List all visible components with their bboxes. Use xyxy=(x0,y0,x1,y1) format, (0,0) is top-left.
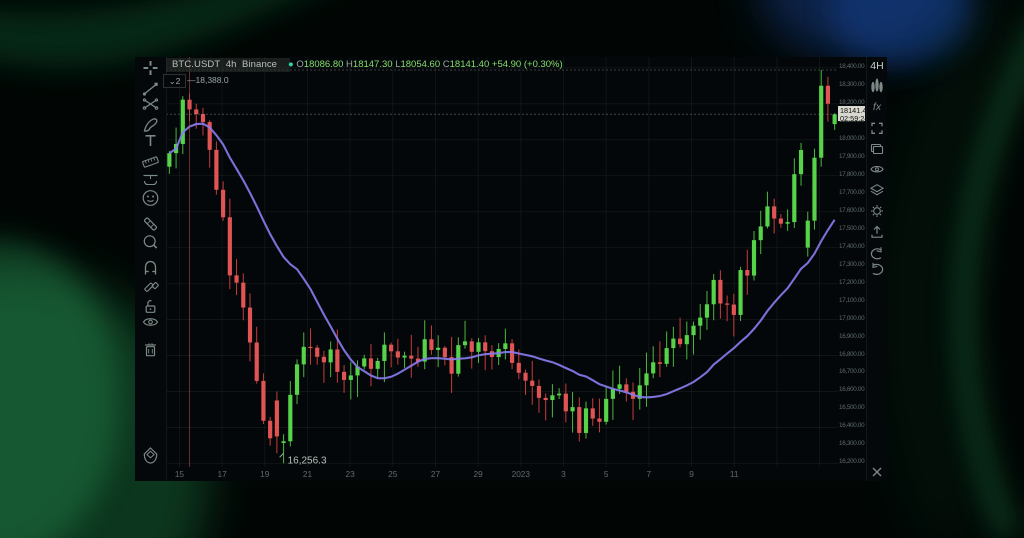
svg-text:fx: fx xyxy=(873,101,882,113)
svg-text:16,256.3: 16,256.3 xyxy=(288,455,327,466)
svg-text:4H: 4H xyxy=(870,60,883,72)
